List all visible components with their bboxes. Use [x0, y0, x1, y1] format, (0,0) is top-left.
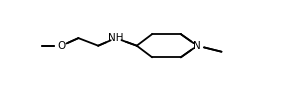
Text: NH: NH	[108, 33, 124, 43]
Ellipse shape	[55, 38, 68, 53]
Ellipse shape	[106, 30, 126, 46]
Text: N: N	[193, 41, 201, 51]
Text: O: O	[57, 41, 66, 51]
Ellipse shape	[191, 38, 203, 53]
